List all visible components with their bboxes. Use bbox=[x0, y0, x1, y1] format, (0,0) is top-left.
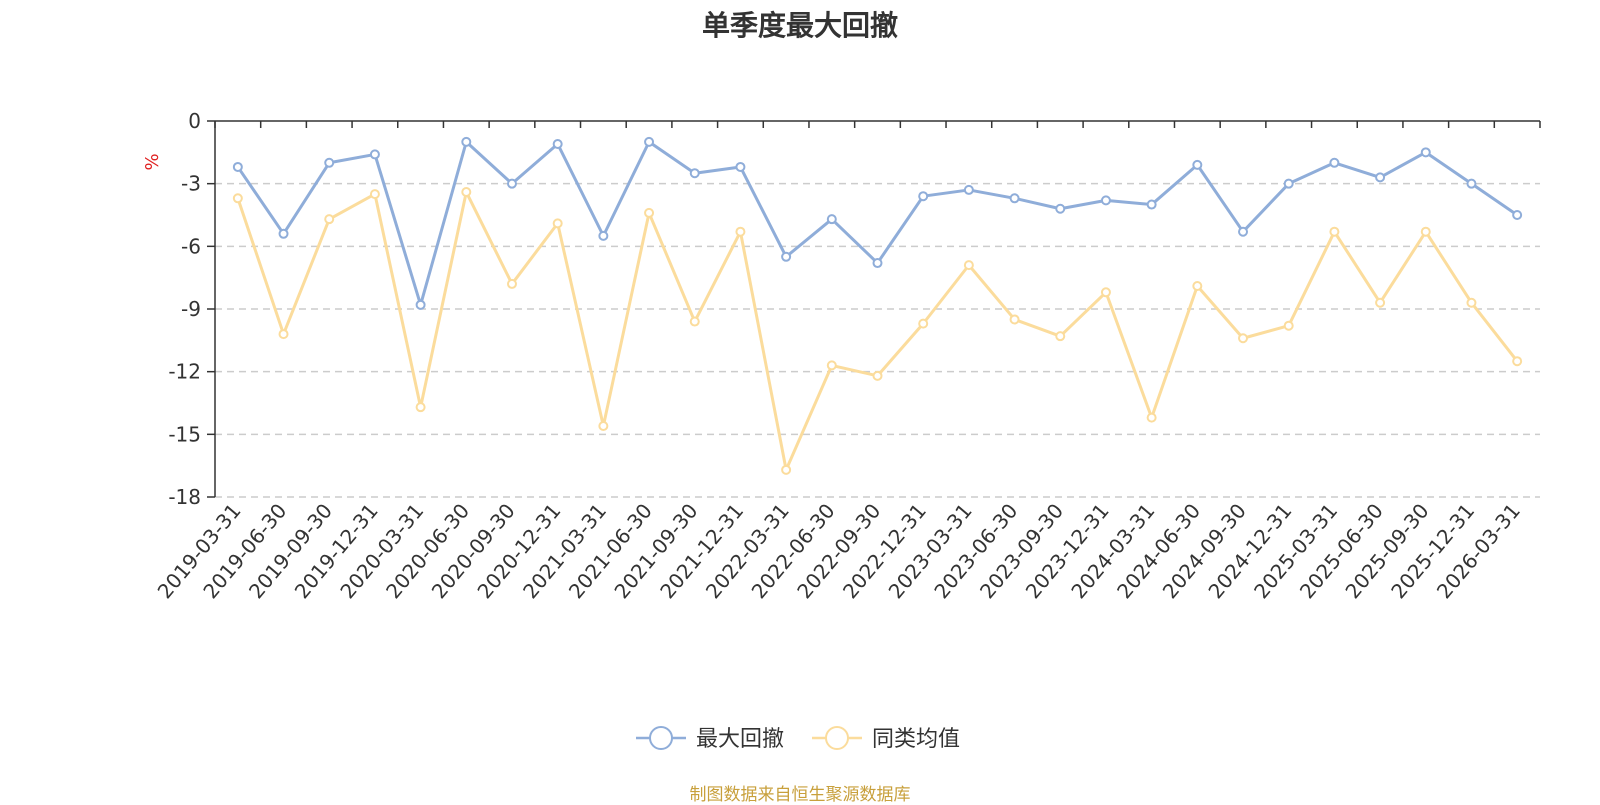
data-point[interactable] bbox=[1055, 331, 1066, 342]
y-axis-label: % bbox=[142, 153, 163, 170]
data-point[interactable] bbox=[415, 402, 426, 413]
data-point[interactable] bbox=[1375, 297, 1386, 308]
data-point[interactable] bbox=[963, 260, 974, 271]
data-point[interactable] bbox=[826, 214, 837, 225]
data-point[interactable] bbox=[324, 157, 335, 168]
data-point[interactable] bbox=[1466, 297, 1477, 308]
line-chart: 0-3-6-9-12-15-182019-03-312019-06-302019… bbox=[142, 109, 1541, 752]
data-point[interactable] bbox=[644, 136, 655, 147]
legend-label: 同类均值 bbox=[872, 727, 960, 752]
data-point[interactable] bbox=[598, 230, 609, 241]
data-point[interactable] bbox=[415, 299, 426, 310]
data-point[interactable] bbox=[1146, 412, 1157, 423]
legend: 最大回撤 同类均值 bbox=[636, 726, 960, 752]
data-point[interactable] bbox=[689, 168, 700, 179]
data-point[interactable] bbox=[598, 420, 609, 431]
data-point[interactable] bbox=[506, 278, 517, 289]
data-point[interactable] bbox=[1100, 287, 1111, 298]
data-point[interactable] bbox=[506, 178, 517, 189]
data-point[interactable] bbox=[781, 464, 792, 475]
y-tick-label: 0 bbox=[188, 109, 201, 133]
legend-item-2[interactable]: 同类均值 bbox=[812, 726, 960, 752]
data-source-note: 制图数据来自恒生聚源数据库 bbox=[689, 785, 911, 805]
data-point[interactable] bbox=[1329, 157, 1340, 168]
data-point[interactable] bbox=[1375, 172, 1386, 183]
data-point[interactable] bbox=[644, 207, 655, 218]
data-point[interactable] bbox=[1009, 314, 1020, 325]
data-point[interactable] bbox=[735, 226, 746, 237]
data-point[interactable] bbox=[826, 360, 837, 371]
data-point[interactable] bbox=[918, 318, 929, 329]
data-point[interactable] bbox=[1512, 210, 1523, 220]
data-point[interactable] bbox=[1009, 193, 1020, 204]
data-point[interactable] bbox=[963, 184, 974, 195]
grid-lines bbox=[215, 182, 1540, 498]
data-point[interactable] bbox=[1055, 203, 1066, 214]
data-point[interactable] bbox=[1283, 178, 1294, 189]
legend-marker bbox=[649, 726, 673, 750]
data-point[interactable] bbox=[278, 329, 289, 340]
data-point[interactable] bbox=[552, 218, 563, 229]
data-point[interactable] bbox=[324, 214, 335, 225]
series-line bbox=[236, 190, 1519, 472]
data-point[interactable] bbox=[1420, 147, 1431, 158]
data-point[interactable] bbox=[872, 370, 883, 381]
data-point[interactable] bbox=[461, 136, 472, 147]
data-point[interactable] bbox=[232, 161, 243, 172]
data-point[interactable] bbox=[1100, 195, 1111, 206]
y-tick-label: -3 bbox=[181, 172, 201, 196]
data-point[interactable] bbox=[552, 138, 563, 149]
chart-title: 单季度最大回撤 bbox=[701, 9, 898, 42]
axes: 0-3-6-9-12-15-182019-03-312019-06-302019… bbox=[153, 109, 1541, 603]
y-tick-label: -6 bbox=[181, 234, 201, 258]
data-point[interactable] bbox=[781, 251, 792, 262]
data-point[interactable] bbox=[461, 187, 472, 198]
data-point[interactable] bbox=[1420, 226, 1431, 237]
series-lines bbox=[232, 136, 1523, 475]
y-tick-label: -12 bbox=[168, 360, 201, 384]
series-1 bbox=[232, 136, 1523, 310]
data-point[interactable] bbox=[1192, 159, 1203, 170]
data-point[interactable] bbox=[369, 189, 380, 200]
series-line bbox=[236, 140, 1519, 307]
y-tick-label: -18 bbox=[168, 485, 201, 509]
data-point[interactable] bbox=[872, 258, 883, 269]
legend-marker bbox=[825, 726, 849, 750]
data-point[interactable] bbox=[1466, 178, 1477, 189]
data-point[interactable] bbox=[1238, 226, 1249, 237]
data-point[interactable] bbox=[1329, 226, 1340, 237]
data-point[interactable] bbox=[1238, 333, 1249, 344]
data-point[interactable] bbox=[689, 316, 700, 327]
data-point[interactable] bbox=[278, 228, 289, 239]
y-tick-label: -9 bbox=[181, 297, 201, 321]
legend-label: 最大回撤 bbox=[696, 727, 784, 752]
legend-item-1[interactable]: 最大回撤 bbox=[636, 726, 784, 752]
data-point[interactable] bbox=[1146, 199, 1157, 210]
data-point[interactable] bbox=[918, 191, 929, 202]
data-point[interactable] bbox=[1192, 281, 1203, 292]
data-point[interactable] bbox=[232, 193, 243, 204]
data-point[interactable] bbox=[1283, 320, 1294, 331]
y-tick-label: -15 bbox=[168, 422, 201, 446]
data-point[interactable] bbox=[735, 161, 746, 172]
series-2 bbox=[232, 187, 1523, 475]
data-point[interactable] bbox=[1512, 356, 1523, 367]
data-point[interactable] bbox=[369, 149, 380, 160]
